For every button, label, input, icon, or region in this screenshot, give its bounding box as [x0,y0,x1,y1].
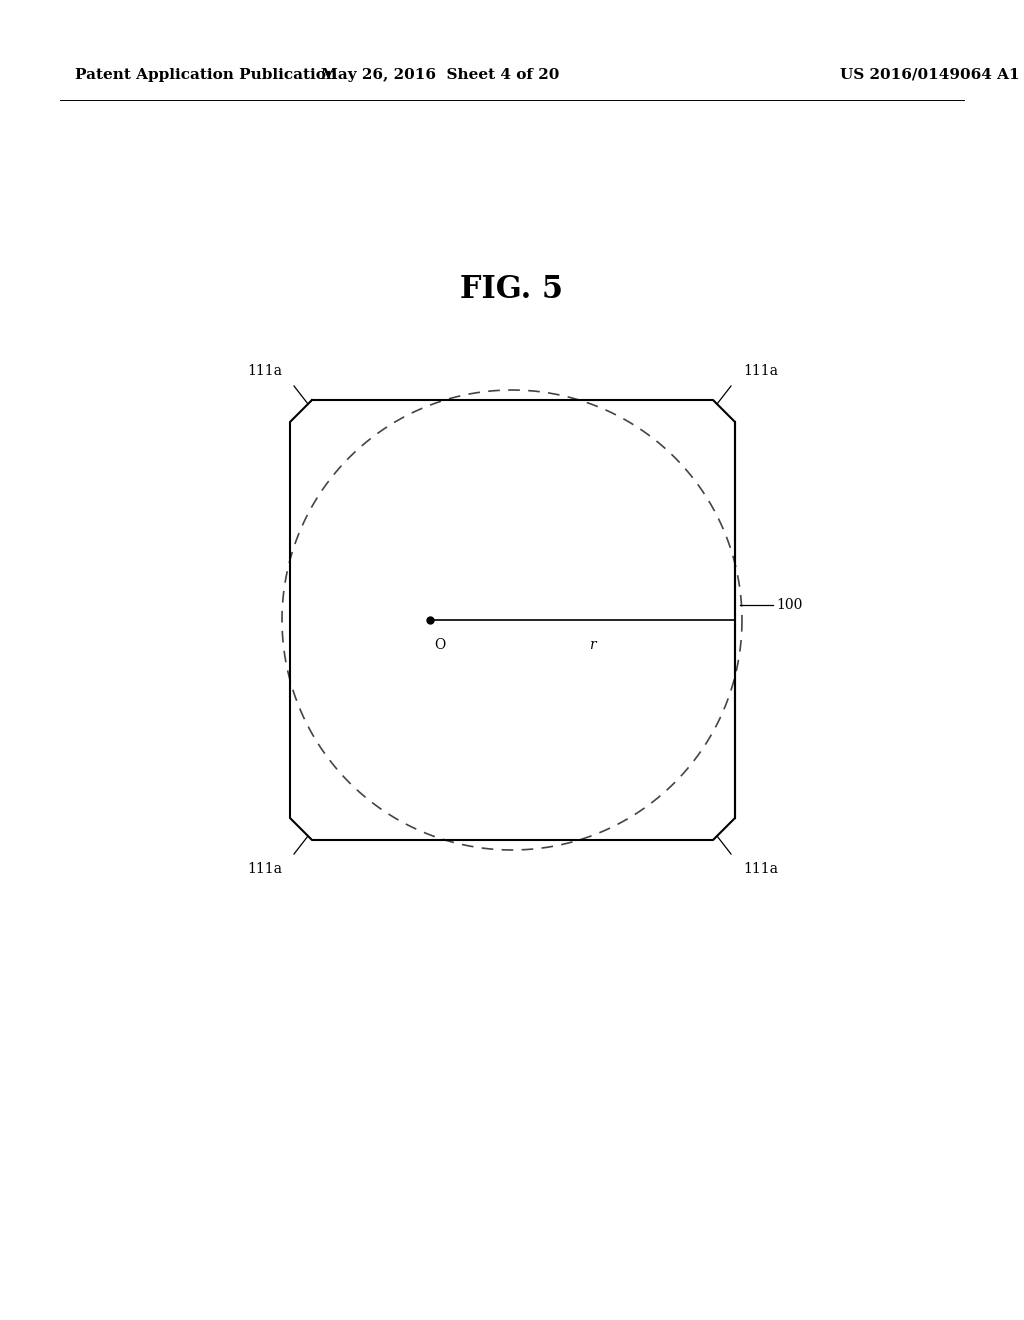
Text: O: O [434,638,445,652]
Text: 111a: 111a [743,364,778,378]
Text: May 26, 2016  Sheet 4 of 20: May 26, 2016 Sheet 4 of 20 [322,69,559,82]
Text: 100: 100 [776,598,803,612]
Text: r: r [589,638,596,652]
Text: 111a: 111a [743,862,778,876]
Text: Patent Application Publication: Patent Application Publication [75,69,337,82]
Text: US 2016/0149064 A1: US 2016/0149064 A1 [840,69,1019,82]
Text: 111a: 111a [247,364,282,378]
Text: 111a: 111a [247,862,282,876]
Text: FIG. 5: FIG. 5 [461,275,563,305]
